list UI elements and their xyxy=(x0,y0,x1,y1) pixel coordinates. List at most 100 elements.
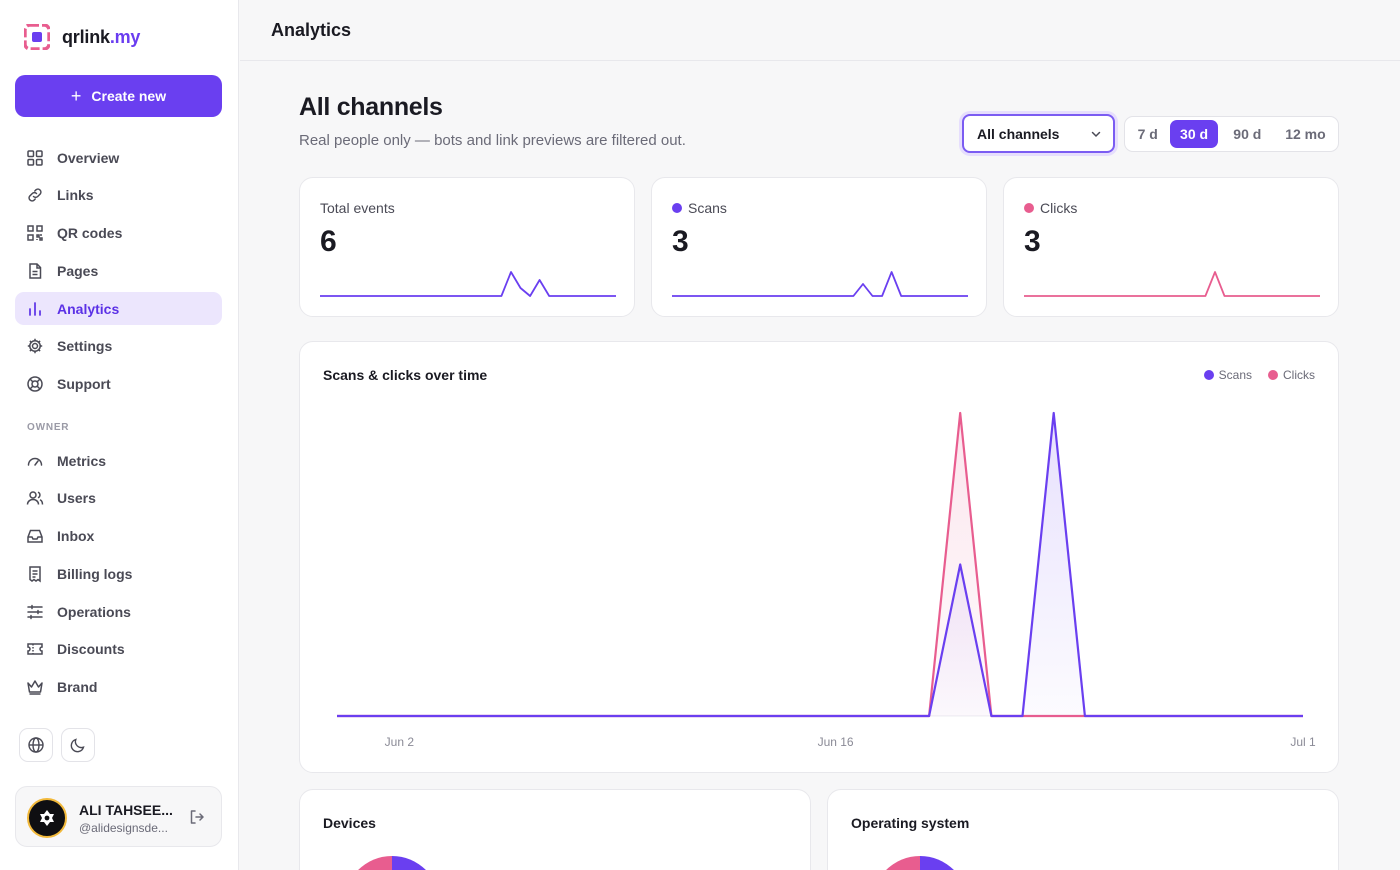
timeseries-chart-card: Scans & clicks over time Scans Clicks Ju… xyxy=(299,341,1339,773)
stat-label: Scans xyxy=(672,200,727,216)
sidebar-item-label: Brand xyxy=(57,679,98,696)
os-pie xyxy=(886,856,954,870)
logo-text: qrlink.my xyxy=(62,26,141,47)
range-7d-button[interactable]: 7 d xyxy=(1137,126,1158,142)
owner-section-label: OWNER xyxy=(27,422,70,433)
user-handle: @alidesignsde... xyxy=(79,821,168,835)
sidebar-item-metrics[interactable]: Metrics xyxy=(15,444,222,477)
timeseries-chart: Jun 2 Jun 16 Jul 1 xyxy=(337,411,1316,749)
stat-card-total-events: Total events 6 xyxy=(299,177,635,317)
sidebar-item-label: Links xyxy=(57,187,94,204)
x-tick-label: Jun 2 xyxy=(385,735,415,749)
sliders-icon xyxy=(27,604,43,619)
user-card[interactable]: ALI TAHSEE... @alidesignsde... xyxy=(15,786,222,847)
series-area-clicks xyxy=(337,413,1303,716)
sidebar-item-operations[interactable]: Operations xyxy=(15,595,222,628)
sparkline-clicks xyxy=(1024,271,1320,297)
logo[interactable]: qrlink.my xyxy=(24,24,140,50)
sidebar-item-label: Inbox xyxy=(57,528,95,545)
globe-icon xyxy=(28,737,44,753)
range-30d-button[interactable]: 30 d xyxy=(1170,120,1218,148)
series-line-scans xyxy=(337,411,1303,718)
sidebar-item-label: Discounts xyxy=(57,641,125,658)
receipt-icon xyxy=(29,566,41,583)
x-tick-label: Jul 1 xyxy=(1290,735,1316,749)
sidebar-item-analytics[interactable]: Analytics xyxy=(15,292,222,326)
sidebar-item-discounts[interactable]: Discounts xyxy=(15,633,222,666)
sidebar-item-label: Metrics xyxy=(57,452,107,469)
plus-icon: + xyxy=(70,86,82,106)
devices-card: Devices xyxy=(299,789,811,870)
top-bar: Analytics xyxy=(240,0,1400,61)
sidebar-item-links[interactable]: Links xyxy=(15,179,222,212)
create-new-label: Create new xyxy=(91,88,167,104)
channel-select-value: All channels xyxy=(977,125,1060,142)
sidebar-item-label: Settings xyxy=(57,338,113,355)
sidebar-item-label: Billing logs xyxy=(57,565,133,582)
page-title: All channels xyxy=(299,93,443,121)
sidebar-item-label: Overview xyxy=(57,149,120,166)
scans-dot-icon xyxy=(672,203,682,213)
create-new-button[interactable]: + Create new xyxy=(15,75,222,117)
sidebar-item-qr-codes[interactable]: QR codes xyxy=(15,217,222,250)
users-icon xyxy=(26,491,44,505)
stat-label: Clicks xyxy=(1024,200,1077,216)
chart-legend: Scans Clicks xyxy=(1203,368,1315,382)
range-12mo-button[interactable]: 12 mo xyxy=(1285,126,1326,142)
gauge-icon xyxy=(27,457,43,466)
stat-value: 6 xyxy=(320,225,337,258)
sidebar-item-billing-logs[interactable]: Billing logs xyxy=(15,557,222,590)
language-button[interactable] xyxy=(19,728,53,762)
sidebar-item-brand[interactable]: Brand xyxy=(15,671,222,704)
inbox-icon xyxy=(27,529,43,543)
series-area-scans xyxy=(337,413,1303,716)
stat-value: 3 xyxy=(1024,225,1041,258)
logout-icon[interactable] xyxy=(188,808,206,826)
legend-item-clicks: Clicks xyxy=(1268,368,1315,382)
devices-pie xyxy=(358,856,426,870)
range-90d-button[interactable]: 90 d xyxy=(1233,126,1262,142)
stat-value: 3 xyxy=(672,225,689,258)
sparkline-path xyxy=(1024,271,1320,297)
ticket-icon xyxy=(27,643,43,656)
grid-icon xyxy=(27,149,43,166)
channel-select[interactable]: All channels xyxy=(962,114,1115,153)
sidebar-item-label: Analytics xyxy=(57,300,120,317)
bar-chart-icon xyxy=(29,301,41,316)
chevron-down-icon xyxy=(1091,131,1101,138)
sidebar-item-pages[interactable]: Pages xyxy=(15,254,222,287)
sidebar-item-label: QR codes xyxy=(57,225,123,242)
legend-item-scans: Scans xyxy=(1203,368,1252,382)
sparkline-path xyxy=(672,271,968,297)
x-tick-label: Jun 16 xyxy=(818,735,854,749)
avatar-logo-icon xyxy=(40,810,54,826)
stat-card-clicks: Clicks 3 xyxy=(1003,177,1339,317)
moon-icon xyxy=(70,738,85,753)
crown-icon xyxy=(27,680,43,696)
sidebar-item-users[interactable]: Users xyxy=(15,482,222,515)
sparkline-path xyxy=(320,271,616,297)
logo-icon xyxy=(24,24,50,50)
page-subtitle: Real people only — bots and link preview… xyxy=(299,132,686,149)
stat-card-scans: Scans 3 xyxy=(651,177,987,317)
theme-toggle-button[interactable] xyxy=(61,728,95,762)
series-line-clicks xyxy=(337,411,1303,718)
sidebar-item-label: Support xyxy=(57,376,111,393)
header-title: Analytics xyxy=(271,20,352,40)
sparkline-total xyxy=(320,271,616,297)
clicks-dot-icon xyxy=(1024,203,1034,213)
stat-label: Total events xyxy=(320,200,395,216)
avatar xyxy=(27,798,67,838)
main-nav: Overview Links QR codes Pages Analytics … xyxy=(15,141,222,406)
os-title: Operating system xyxy=(851,815,970,831)
sidebar-item-overview[interactable]: Overview xyxy=(15,141,222,174)
user-name: ALI TAHSEE... xyxy=(79,802,173,818)
qr-icon xyxy=(27,225,43,241)
link-icon xyxy=(28,188,42,202)
lifebuoy-icon xyxy=(27,376,43,393)
sidebar-item-settings[interactable]: Settings xyxy=(15,330,222,363)
sidebar: qrlink.my + Create new Overview Links QR… xyxy=(0,0,239,870)
sparkline-scans xyxy=(672,271,968,297)
sidebar-item-support[interactable]: Support xyxy=(15,368,222,401)
sidebar-item-inbox[interactable]: Inbox xyxy=(15,520,222,553)
